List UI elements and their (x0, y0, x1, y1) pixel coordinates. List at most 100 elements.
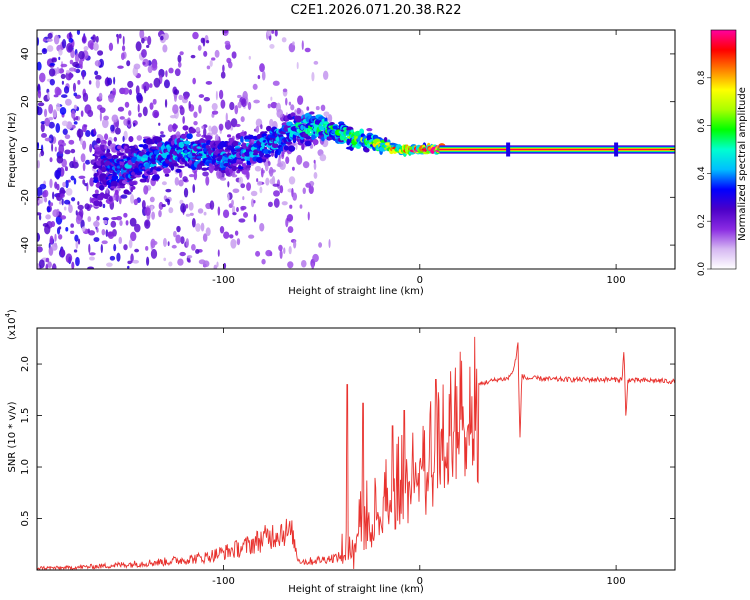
spectral-blob (304, 47, 311, 53)
spectral-blob (54, 233, 57, 242)
spectral-blob (80, 138, 83, 145)
spectral-blob (227, 181, 230, 188)
spectral-blob (236, 207, 239, 213)
spectral-blob (97, 194, 104, 201)
spectral-blob (108, 42, 114, 51)
spectral-blob (202, 37, 206, 47)
spectral-blob (37, 106, 43, 116)
spectral-blob (161, 181, 167, 186)
spectral-blob (49, 202, 54, 207)
spectral-blob (93, 42, 99, 51)
spectral-blob (82, 140, 87, 150)
spectral-blob (78, 175, 86, 179)
spectral-blob (219, 226, 225, 234)
carrier-blip (506, 142, 511, 157)
colorbar-frame (710, 29, 737, 270)
spectral-blob (136, 92, 143, 102)
spectral-blob (168, 67, 174, 74)
spectral-blob (42, 223, 49, 227)
carrier-blip (614, 142, 619, 157)
spectral-blob (116, 34, 120, 45)
spectral-blob (279, 249, 283, 259)
spectral-blob (234, 230, 239, 236)
spectral-blob (137, 103, 140, 113)
spectral-blob (98, 185, 105, 191)
spectral-blob (113, 136, 118, 142)
spectral-blob (68, 37, 74, 43)
spectral-blob (172, 104, 179, 114)
spectral-blob (87, 39, 94, 49)
spectral-blob (133, 198, 139, 206)
spectral-blob (256, 178, 259, 183)
spectral-blob (109, 255, 116, 261)
spectral-blob (327, 114, 333, 123)
spectral-blob (307, 211, 310, 221)
spectral-blob (89, 143, 93, 153)
spectral-blob (58, 226, 62, 230)
spectral-blob (202, 233, 208, 242)
spectral-blob (313, 171, 318, 179)
colorbar-tick-label: 0.0 (697, 262, 707, 277)
spectral-blob (47, 32, 53, 39)
spectrogram-x-label: Height of straight line (km) (288, 286, 424, 297)
spectral-blob (296, 61, 299, 70)
spectral-blob (75, 215, 82, 225)
spectral-blob (135, 85, 140, 95)
spectral-blob (245, 164, 251, 169)
spectral-blob (271, 150, 275, 154)
spectral-blob (211, 125, 218, 135)
spectral-blob (72, 82, 77, 92)
spectral-blob (96, 137, 101, 144)
spectral-blob (182, 125, 189, 131)
spectral-blob (100, 144, 106, 151)
spectral-blob (313, 162, 317, 170)
spectral-blob (110, 220, 117, 228)
spectral-blob (47, 261, 52, 268)
spectral-blob (65, 253, 73, 264)
spectral-blob (168, 207, 174, 214)
spectral-blob (95, 35, 99, 43)
spectral-blob (107, 77, 113, 86)
spectral-blob (183, 141, 191, 145)
spectral-blob (265, 177, 270, 186)
spectral-blob (201, 125, 205, 129)
spectral-blob (51, 142, 54, 152)
spectral-blob (256, 180, 263, 186)
spectral-blob (186, 133, 193, 140)
spectral-blob (39, 183, 47, 190)
spectral-blob (229, 101, 235, 111)
spectral-blob (66, 42, 73, 53)
spectral-blob (48, 68, 56, 77)
spectral-blob (100, 244, 103, 254)
spectral-blob (309, 111, 315, 115)
spectral-blob (43, 108, 48, 118)
spectral-blob (49, 62, 56, 66)
spectral-blob (94, 189, 99, 194)
spectral-blob (312, 253, 319, 263)
spectral-blob (240, 136, 244, 143)
spectral-blob (141, 200, 146, 210)
spectral-blob (100, 140, 104, 144)
x-tick-label: 0 (417, 275, 423, 286)
spectral-blob (61, 198, 64, 206)
spectral-blob (127, 260, 132, 265)
spectral-blob (65, 188, 73, 196)
spectral-blob (92, 34, 97, 43)
spectral-blob (265, 249, 273, 257)
spectral-blob (111, 114, 119, 123)
spectral-blob (177, 61, 182, 68)
spectral-blob (205, 81, 213, 85)
spectral-blob (44, 196, 48, 203)
spectral-blob (119, 152, 124, 156)
spectral-blob (37, 246, 43, 253)
spectral-blob (73, 104, 78, 110)
spectral-blob (73, 249, 78, 253)
spectral-blob (182, 176, 188, 182)
spectral-blob (171, 244, 177, 249)
spectral-blob (170, 140, 175, 146)
spectral-blob (112, 91, 116, 96)
spectral-blob (205, 175, 210, 186)
spectral-blob (169, 114, 177, 119)
spectral-blob (129, 217, 137, 227)
spectral-blob (50, 221, 56, 228)
